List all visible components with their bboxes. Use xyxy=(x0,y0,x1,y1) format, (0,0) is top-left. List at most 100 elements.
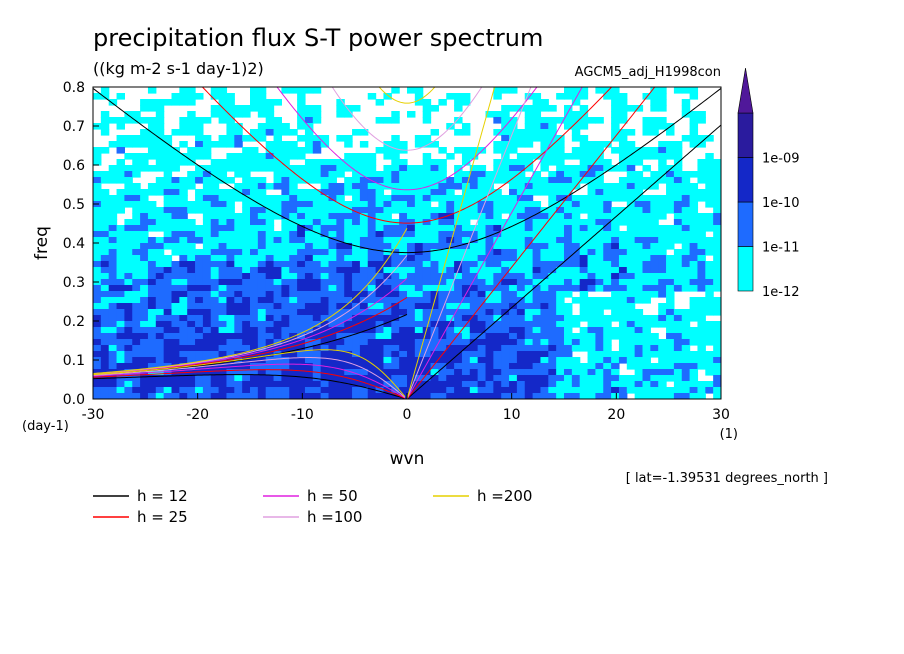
spectrum-cell xyxy=(618,327,628,334)
spectrum-cell xyxy=(618,315,628,322)
spectrum-cell xyxy=(140,321,149,328)
spectrum-cell xyxy=(540,225,549,232)
curve-mrg-h200 xyxy=(93,227,408,374)
spectrum-cell xyxy=(642,207,651,214)
spectrum-cell xyxy=(516,249,526,256)
spectrum-cell xyxy=(407,285,416,292)
spectrum-cell xyxy=(532,309,542,316)
spectrum-cell xyxy=(147,261,157,268)
spectrum-cell xyxy=(344,273,353,280)
spectrum-cell xyxy=(116,237,125,244)
spectrum-cell xyxy=(147,87,157,94)
spectrum-cell xyxy=(304,291,314,298)
spectrum-cell xyxy=(587,363,596,370)
spectrum-cell xyxy=(461,261,471,268)
spectrum-cell xyxy=(556,213,565,220)
spectrum-cell xyxy=(587,393,596,399)
spectrum-cell xyxy=(202,333,212,340)
spectrum-cell xyxy=(626,339,636,346)
spectrum-cell xyxy=(454,195,463,202)
spectrum-cell xyxy=(650,273,659,280)
spectrum-cell xyxy=(399,387,408,394)
spectrum-cell xyxy=(414,231,424,238)
spectrum-cell xyxy=(446,123,455,130)
spectrum-cell xyxy=(564,177,573,184)
spectrum-cell xyxy=(93,393,102,399)
spectrum-cell xyxy=(140,153,149,160)
spectrum-cell xyxy=(273,129,282,136)
spectrum-cell xyxy=(493,159,502,166)
spectrum-cell xyxy=(430,261,439,268)
spectrum-cell xyxy=(367,345,377,352)
spectrum-cell xyxy=(469,363,479,370)
spectrum-cell xyxy=(532,231,542,238)
spectrum-cell xyxy=(579,171,589,178)
spectrum-cell xyxy=(375,303,385,310)
spectrum-cell xyxy=(611,285,620,292)
spectrum-cell xyxy=(273,291,282,298)
spectrum-cell xyxy=(108,387,118,394)
spectrum-cell xyxy=(642,291,651,298)
spectrum-cell xyxy=(297,195,306,202)
spectrum-cell xyxy=(540,153,549,160)
spectrum-cell xyxy=(108,345,118,352)
spectrum-cell xyxy=(595,207,604,214)
spectrum-cell xyxy=(595,303,604,310)
spectrum-cell xyxy=(257,267,267,274)
spectrum-cell xyxy=(509,279,518,286)
y-tick-label: 0.0 xyxy=(63,392,85,408)
spectrum-cell xyxy=(163,333,173,340)
spectrum-cell xyxy=(320,231,330,238)
spectrum-cell xyxy=(328,375,337,382)
spectrum-cell xyxy=(297,255,306,262)
spectrum-cell xyxy=(493,225,502,232)
spectrum-cell xyxy=(689,207,699,214)
spectrum-cell xyxy=(611,369,620,376)
spectrum-cell xyxy=(681,87,691,94)
spectrum-cell xyxy=(611,267,620,274)
spectrum-cell xyxy=(336,105,345,112)
spectrum-cell xyxy=(697,135,706,142)
spectrum-cell xyxy=(367,351,377,358)
curve-inertia-gravity-h100 xyxy=(331,87,483,151)
spectrum-cell xyxy=(477,315,487,322)
spectrum-cell xyxy=(532,171,542,178)
spectrum-cell xyxy=(461,123,471,130)
spectrum-cell xyxy=(673,171,683,178)
spectrum-cell xyxy=(93,147,102,154)
spectrum-cell xyxy=(414,387,424,394)
spectrum-cell xyxy=(579,231,589,238)
spectrum-cell xyxy=(312,297,322,304)
spectrum-cell xyxy=(163,153,173,160)
spectrum-cell xyxy=(422,291,432,298)
spectrum-cell xyxy=(375,273,385,280)
spectrum-cell xyxy=(155,225,165,232)
spectrum-cell xyxy=(265,159,275,166)
spectrum-cell xyxy=(344,315,353,322)
spectrum-cell xyxy=(532,369,542,376)
spectrum-cell xyxy=(642,327,651,334)
spectrum-cell xyxy=(234,249,243,256)
spectrum-cell xyxy=(202,279,212,286)
spectrum-cell xyxy=(108,279,118,286)
spectrum-cell xyxy=(524,321,534,328)
spectrum-cell xyxy=(289,183,298,190)
spectrum-cell xyxy=(100,189,110,196)
spectrum-cell xyxy=(93,159,102,166)
spectrum-cell xyxy=(375,195,385,202)
spectrum-cell xyxy=(516,135,526,142)
spectrum-cell xyxy=(579,381,589,388)
spectrum-cell xyxy=(414,243,424,250)
spectrum-cell xyxy=(273,285,282,292)
spectrum-cell xyxy=(375,189,385,196)
spectrum-cell xyxy=(713,381,721,388)
spectrum-cell xyxy=(407,363,416,370)
spectrum-cell xyxy=(689,339,699,346)
spectrum-cell xyxy=(242,381,251,388)
spectrum-cell xyxy=(509,321,518,328)
spectrum-cell xyxy=(556,189,565,196)
spectrum-cell xyxy=(265,147,275,154)
spectrum-cell xyxy=(595,225,604,232)
spectrum-cell xyxy=(375,99,385,106)
spectrum-cell xyxy=(226,393,235,399)
